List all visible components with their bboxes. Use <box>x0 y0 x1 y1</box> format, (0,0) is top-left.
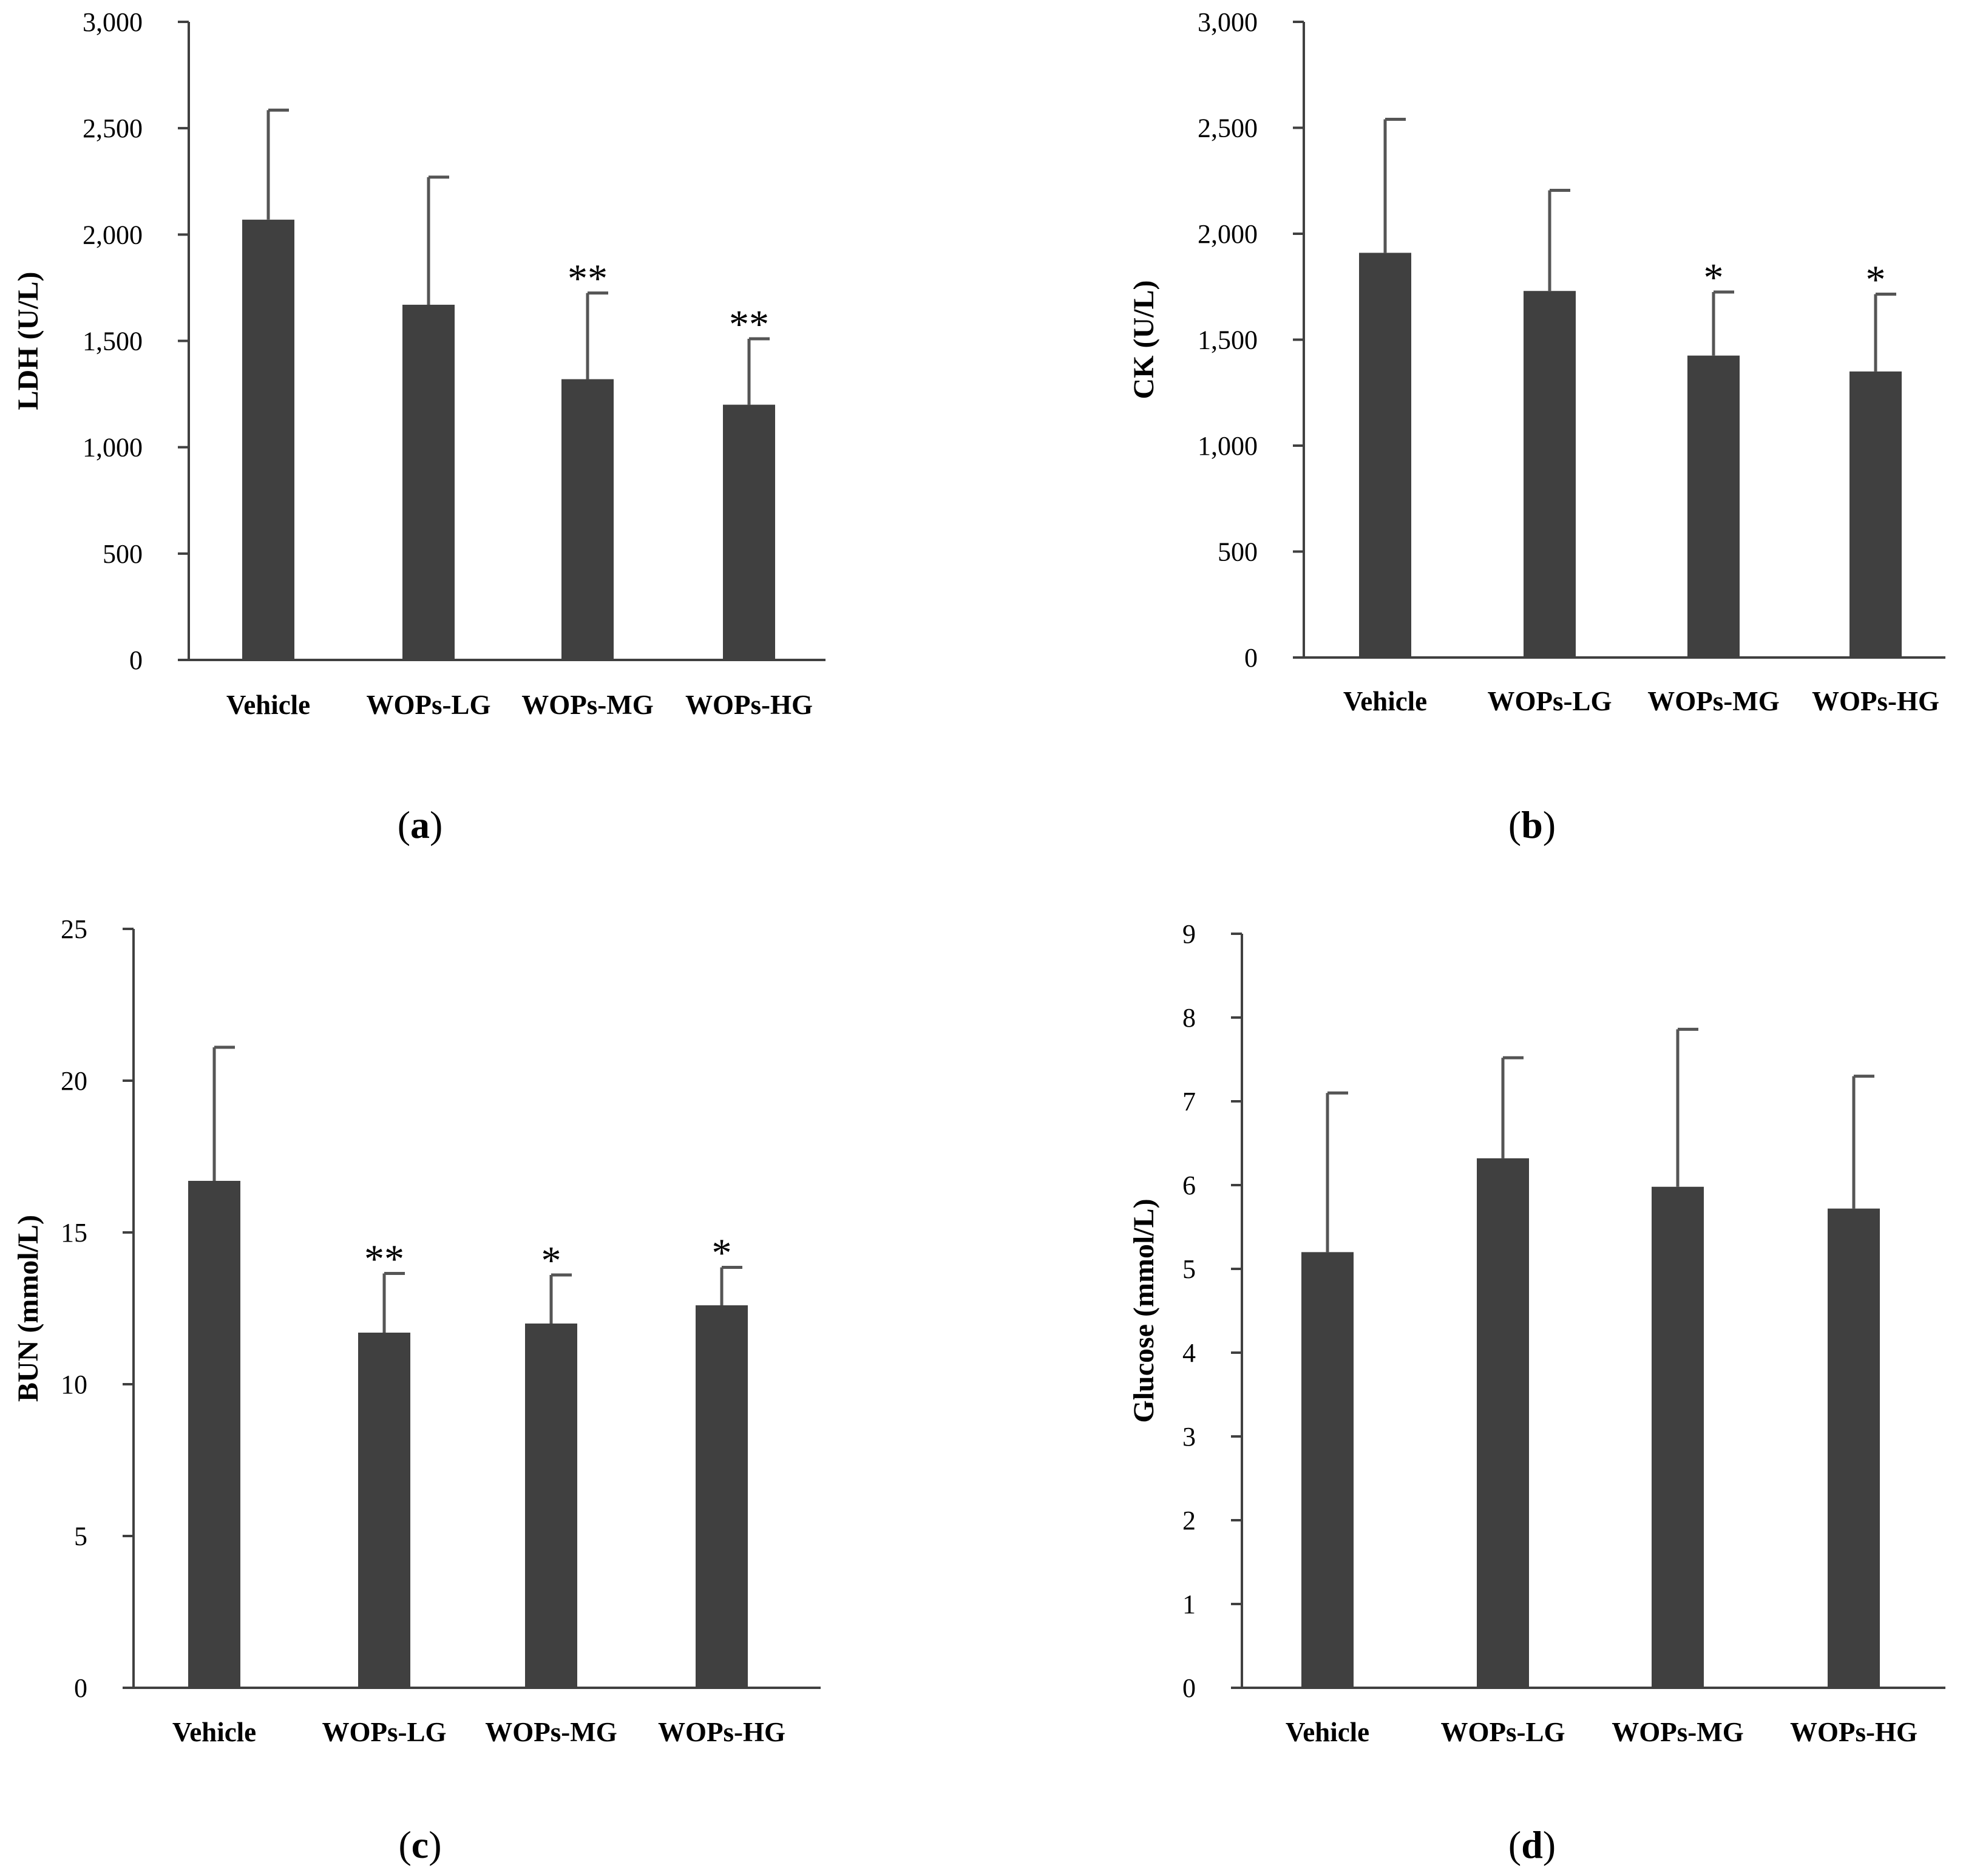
panel-a-significance-label: ** <box>568 257 608 301</box>
panel-a-y-tick-label: 500 <box>103 539 143 569</box>
panel-c-bar <box>358 1333 410 1688</box>
panel-c-significance-label: ** <box>364 1237 404 1282</box>
panel-c-significance-label: * <box>712 1231 732 1276</box>
panel-c-bar <box>525 1324 577 1688</box>
panel-d-y-tick-label: 3 <box>1182 1422 1196 1452</box>
panel-a-y-tick-label: 3,000 <box>83 7 143 37</box>
panel-d-bar <box>1477 1158 1529 1688</box>
panel-b-bar <box>1359 253 1411 658</box>
panel-d-y-axis-title: Glucose (mmol/L) <box>1128 1198 1160 1422</box>
panel-a-y-tick-label: 2,500 <box>83 114 143 143</box>
panel-a-y-tick-label: 1,000 <box>83 433 143 463</box>
panel-a-bar <box>402 304 455 660</box>
panel-b-significance-label: * <box>1704 256 1724 300</box>
panel-c-category-label: WOPs-HG <box>658 1717 785 1747</box>
panel-c-y-axis-title: BUN (mmol/L) <box>12 1215 44 1402</box>
panel-d-y-tick-label: 2 <box>1182 1506 1196 1535</box>
panel-d-category-label: Vehicle <box>1286 1717 1369 1747</box>
panel-a-bar <box>561 379 614 660</box>
panel-a-bar <box>723 404 775 660</box>
panel-d-y-tick-label: 6 <box>1182 1171 1196 1200</box>
panel-c-bar <box>188 1181 240 1688</box>
panel-b-chart: 0 500 1,000 1,500 2,000 2,500 3,000 CK (U/L) Veh… <box>1128 7 1945 716</box>
panel-b-caption: (b) <box>1508 803 1556 846</box>
panel-d-y-tick-label: 1 <box>1182 1589 1196 1619</box>
panel-b-y-tick-label: 0 <box>1244 643 1258 673</box>
panel-b-y-tick-label: 2,500 <box>1198 114 1258 143</box>
panel-c-y-tick-label: 15 <box>61 1218 87 1248</box>
panel-a-caption: (a) <box>398 803 443 846</box>
panel-b-category-label: WOPs-MG <box>1647 686 1779 716</box>
panel-d-bar <box>1652 1186 1704 1688</box>
panel-c-y-tick-label: 25 <box>61 914 87 944</box>
panel-d-y-tick-label: 9 <box>1182 919 1196 949</box>
panel-d-y-tick-label: 7 <box>1182 1087 1196 1116</box>
panel-c-caption: (c) <box>398 1823 441 1866</box>
panel-d-y-tick-label: 8 <box>1182 1003 1196 1033</box>
panel-c-category-label: WOPs-LG <box>322 1717 446 1747</box>
panel-b-y-tick-label: 1,500 <box>1198 325 1258 355</box>
panel-a-significance-label: ** <box>729 302 769 347</box>
panel-d-chart: 0 1 2 3 4 5 6 7 8 9 Glucose (mmol/L) Vehicle WOPs-LG… <box>1128 919 1945 1747</box>
panel-a-category-label: WOPs-LG <box>366 690 490 720</box>
panel-d-y-tick-label: 0 <box>1182 1673 1196 1703</box>
panel-a-y-tick-label: 1,500 <box>83 327 143 356</box>
panel-a-category-label: WOPs-MG <box>521 690 653 720</box>
panel-d-category-label: WOPs-HG <box>1790 1717 1917 1747</box>
panel-d-y-tick-label: 4 <box>1182 1338 1196 1368</box>
panel-c-category-label: WOPs-MG <box>485 1717 617 1747</box>
panel-a-bar <box>242 219 294 660</box>
panel-a-y-axis-title: LDH (U/L) <box>12 272 44 410</box>
panel-b-category-label: WOPs-HG <box>1812 686 1939 716</box>
panel-b-bar <box>1687 355 1740 658</box>
panel-c-y-tick-label: 0 <box>74 1673 87 1703</box>
panel-c-y-tick-label: 20 <box>61 1066 87 1096</box>
panel-d-caption: (d) <box>1508 1823 1556 1866</box>
panel-c-bar <box>696 1305 748 1688</box>
panel-d-y-tick-label: 5 <box>1182 1254 1196 1284</box>
panel-c-chart: 0 5 10 15 20 25 BUN (mmol/L) Vehicle ** WOPs-LG * W… <box>12 914 821 1747</box>
panel-d-category-label: WOPs-MG <box>1612 1717 1743 1747</box>
panel-b-y-axis-title: CK (U/L) <box>1128 280 1160 399</box>
panel-b-category-label: Vehicle <box>1343 686 1427 716</box>
panel-a-y-tick-label: 2,000 <box>83 220 143 250</box>
panel-a-category-label: Vehicle <box>226 690 310 720</box>
panel-a-letter: a <box>410 803 430 846</box>
panel-b-bar <box>1524 291 1576 658</box>
panel-b-y-tick-label: 3,000 <box>1198 7 1258 37</box>
panel-b-y-tick-label: 2,000 <box>1198 219 1258 249</box>
panel-a-y-tick-label: 0 <box>129 645 143 675</box>
panel-d-bar <box>1828 1208 1880 1688</box>
panel-b-y-tick-label: 500 <box>1218 537 1258 567</box>
panel-c-y-tick-label: 10 <box>61 1370 87 1399</box>
panel-d-letter: d <box>1521 1823 1543 1866</box>
panel-b-y-tick-label: 1,000 <box>1198 431 1258 461</box>
panel-b-bar <box>1849 371 1902 658</box>
panel-d-bar <box>1301 1252 1354 1688</box>
panel-a-category-label: WOPs-HG <box>685 690 813 720</box>
panel-c-category-label: Vehicle <box>172 1717 256 1747</box>
panel-c-letter: c <box>412 1823 429 1866</box>
panel-b-category-label: WOPs-LG <box>1487 686 1612 716</box>
panel-b-letter: b <box>1521 803 1543 846</box>
panel-d-category-label: WOPs-LG <box>1440 1717 1565 1747</box>
panel-c-y-tick-label: 5 <box>74 1521 87 1551</box>
panel-a-chart: 0 500 1,000 1,500 2,000 2,500 3,000 LDH (U/L) Ve… <box>12 7 826 720</box>
panel-c-significance-label: * <box>541 1239 561 1283</box>
panel-b-significance-label: * <box>1866 257 1886 302</box>
